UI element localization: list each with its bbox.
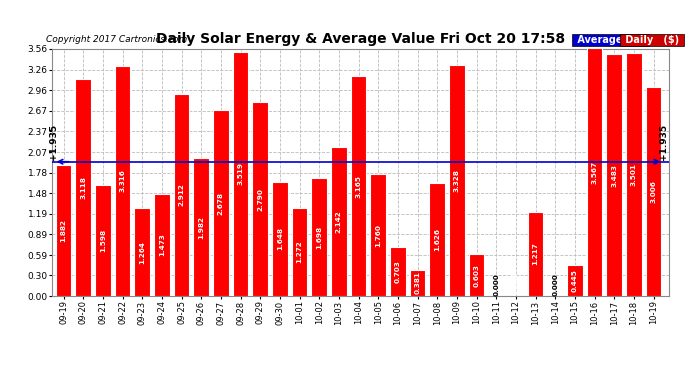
Bar: [429, 183, 445, 296]
Text: 3.519: 3.519: [237, 162, 244, 185]
Title: Daily Solar Energy & Average Value Fri Oct 20 17:58: Daily Solar Energy & Average Value Fri O…: [156, 32, 565, 46]
Text: 3.501: 3.501: [631, 163, 637, 186]
Bar: [331, 147, 347, 296]
Bar: [193, 159, 209, 296]
Bar: [292, 208, 308, 296]
Bar: [528, 211, 544, 296]
Bar: [95, 185, 111, 296]
Text: 0.000: 0.000: [493, 273, 500, 296]
Bar: [469, 254, 484, 296]
Bar: [135, 209, 150, 296]
Text: 3.316: 3.316: [119, 170, 126, 192]
Bar: [586, 48, 602, 296]
Bar: [253, 102, 268, 296]
Bar: [213, 110, 229, 296]
Text: 2.678: 2.678: [218, 192, 224, 214]
Text: 1.473: 1.473: [159, 234, 165, 256]
Bar: [272, 182, 288, 296]
Bar: [390, 248, 406, 296]
Text: 3.165: 3.165: [355, 175, 362, 198]
Text: Copyright 2017 Cartronics.com: Copyright 2017 Cartronics.com: [46, 35, 187, 44]
Bar: [646, 87, 662, 296]
Text: 0.445: 0.445: [572, 269, 578, 292]
Text: 2.790: 2.790: [257, 188, 263, 211]
Text: 0.003: 0.003: [513, 273, 519, 296]
Text: 3.483: 3.483: [611, 164, 618, 187]
Bar: [567, 266, 583, 296]
Text: 1.272: 1.272: [297, 241, 302, 263]
Bar: [449, 65, 465, 296]
Text: 1.264: 1.264: [139, 241, 145, 264]
Text: +1.935: +1.935: [49, 123, 58, 160]
Bar: [351, 76, 366, 296]
Bar: [115, 66, 130, 296]
Text: 3.118: 3.118: [80, 176, 86, 199]
Text: Average  ($): Average ($): [573, 35, 648, 45]
Text: 1.982: 1.982: [198, 216, 204, 239]
Text: 1.648: 1.648: [277, 228, 283, 251]
Text: 0.603: 0.603: [473, 264, 480, 287]
Bar: [607, 54, 622, 296]
Bar: [233, 52, 248, 296]
Text: 2.912: 2.912: [179, 184, 184, 207]
Text: 0.381: 0.381: [415, 272, 421, 294]
Text: 2.142: 2.142: [336, 210, 342, 233]
Text: 3.328: 3.328: [454, 169, 460, 192]
Bar: [410, 270, 426, 296]
Text: 0.703: 0.703: [395, 261, 401, 283]
Bar: [75, 80, 91, 296]
Text: 1.598: 1.598: [100, 229, 106, 252]
Bar: [154, 194, 170, 296]
Text: 1.698: 1.698: [316, 226, 322, 249]
Bar: [174, 94, 190, 296]
Text: 3.006: 3.006: [651, 180, 657, 203]
Bar: [56, 165, 72, 296]
Text: 1.760: 1.760: [375, 224, 382, 246]
Text: Daily   ($): Daily ($): [622, 35, 682, 45]
Bar: [311, 178, 327, 296]
Text: +1.935: +1.935: [659, 123, 668, 160]
Text: 1.217: 1.217: [533, 243, 539, 266]
Text: 0.000: 0.000: [552, 273, 558, 296]
Bar: [371, 174, 386, 296]
Text: 1.626: 1.626: [434, 228, 440, 251]
Text: 1.882: 1.882: [61, 219, 66, 242]
Bar: [626, 53, 642, 296]
Text: 3.567: 3.567: [591, 161, 598, 184]
